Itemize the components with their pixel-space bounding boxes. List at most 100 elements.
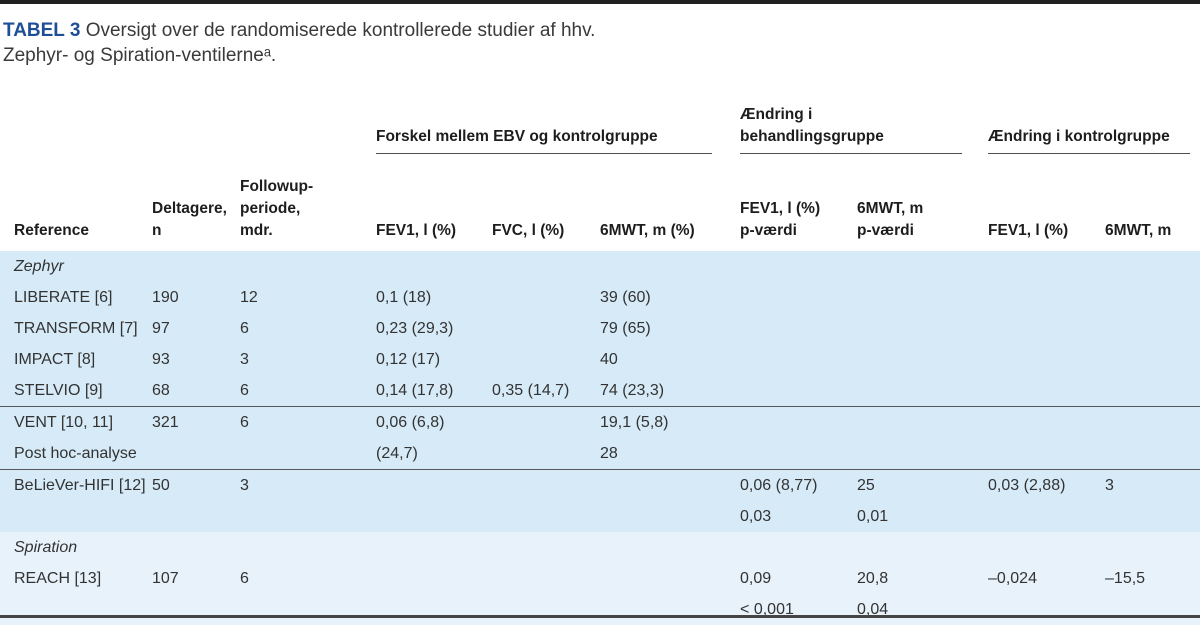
col-followup: Followup- periode, mdr. [240, 178, 314, 239]
table-number-label: TABEL 3 [3, 20, 81, 41]
table-cell [857, 282, 988, 313]
table-row: 0,03 0,01 [0, 501, 1200, 532]
top-rule [0, 0, 1200, 4]
table-cell: 79 (65) [600, 319, 651, 337]
table-cell: LIBERATE [6] [14, 288, 113, 306]
table-cell: 19,1 (5,8) [600, 413, 669, 431]
table-cell: 321 [152, 413, 179, 431]
section-row: Zephyr [0, 251, 1200, 282]
table-cell [492, 438, 600, 470]
table-row: LIBERATE [6] 190 12 0,1 (18) 39 (60) [0, 282, 1200, 313]
table-cell [988, 344, 1105, 375]
col-reference: Reference [14, 222, 89, 239]
group-header-row: Forskel mellem EBV og kontrolgruppe Ændr… [0, 82, 1200, 176]
table-cell: 0,06 (8,77) [740, 476, 818, 494]
table-body: Zephyr LIBERATE [6] 190 12 0,1 (18) 39 (60) TR… [0, 251, 1200, 625]
table-cell [988, 375, 1106, 407]
table-row: Post hoc-analyse (24,7) 28 [0, 438, 1200, 470]
table-row: BeLieVer-HIFI [12] 50 3 0,06 (8,77) 25 0,03 (… [0, 469, 1200, 502]
table-cell [492, 594, 600, 625]
table-cell [492, 344, 600, 375]
table-cell: 0,03 (2,88) [988, 476, 1066, 494]
table-row: TRANSFORM [7] 97 6 0,23 (29,3) 79 (65) [0, 313, 1200, 344]
table-cell [492, 501, 600, 532]
table-cell: 28 [600, 438, 741, 470]
table-cell: 0,14 (17,8) [376, 375, 492, 407]
table-cell [740, 407, 857, 439]
table-cell: 0,12 (17) [376, 350, 441, 368]
col-fev1-behandl: FEV1, l (%) p-værdi [740, 200, 821, 239]
table-cell [0, 594, 152, 625]
table-cell [857, 407, 988, 439]
table-cell [740, 282, 857, 313]
table-cell [988, 313, 1105, 344]
table-cell: 3 [240, 350, 249, 368]
col-6mwt-forskel: 6MWT, m (%) [600, 222, 695, 239]
col-fvc-forskel: FVC, l (%) [492, 222, 565, 239]
table-row: < 0,001 0,04 [0, 594, 1200, 625]
table-cell [152, 501, 240, 532]
table-cell [1105, 594, 1200, 625]
table-cell [0, 501, 152, 532]
table-cell [1105, 438, 1200, 470]
table-cell [600, 594, 740, 625]
group-header-spacer [0, 82, 376, 176]
table-cell [1105, 282, 1200, 313]
table-cell [152, 594, 240, 625]
table-cell [376, 563, 492, 594]
table-cell: 0,03 [740, 507, 772, 525]
table-cell [1105, 344, 1200, 375]
table-cell [492, 470, 600, 502]
table-cell [1105, 375, 1200, 407]
table-cell: 93 [152, 350, 170, 368]
table-cell [988, 438, 1106, 470]
table-cell [988, 407, 1105, 439]
table-cell [740, 438, 858, 470]
table-cell: 40 [600, 350, 618, 368]
table-cell: 0,04 [857, 600, 889, 618]
table-cell: –15,5 [1105, 569, 1146, 587]
section-label: Spiration [14, 538, 78, 556]
table-cell: IMPACT [8] [14, 350, 96, 368]
col-deltagere: Deltagere, n [152, 200, 227, 239]
col-6mwt-behandl: 6MWT, m p-værdi [857, 200, 924, 239]
table-cell: TRANSFORM [7] [14, 319, 138, 337]
table-cell: 3 [240, 476, 249, 494]
table-cell: 97 [152, 319, 170, 337]
table-cell [600, 563, 740, 594]
bottom-rule [0, 615, 1200, 618]
table-cell [1105, 501, 1200, 532]
table-cell [857, 344, 988, 375]
table-row: STELVIO [9] 68 6 0,14 (17,8) 0,35 (14,7) 74 (… [0, 375, 1200, 407]
col-fev1-forskel: FEV1, l (%) [376, 222, 457, 239]
table-cell [988, 501, 1105, 532]
table-cell [600, 470, 740, 502]
table-cell: 6 [240, 413, 249, 431]
table-cell: 50 [152, 476, 170, 494]
table-cell [240, 594, 376, 625]
group-header-forskel: Forskel mellem EBV og kontrolgruppe [376, 82, 740, 176]
column-header-row: Reference Deltagere, n Followup- periode… [0, 176, 1200, 251]
table-cell [376, 501, 492, 532]
table-cell: 39 (60) [600, 288, 651, 306]
table-cell [857, 313, 988, 344]
table-cell: 0,09 [740, 569, 772, 587]
table-cell [857, 375, 989, 407]
table-cell: 0,23 (29,3) [376, 319, 454, 337]
table-cell [740, 375, 858, 407]
table-cell [857, 438, 989, 470]
table-title-text: Oversigt over de randomiserede kontrolle… [3, 20, 596, 66]
table-cell [240, 501, 376, 532]
table-cell: STELVIO [9] [0, 375, 152, 407]
table-cell: 0,06 (6,8) [376, 413, 445, 431]
table-cell: 68 [152, 375, 240, 407]
table-cell: 6 [240, 569, 249, 587]
table-cell [492, 313, 600, 344]
table-cell [152, 438, 240, 470]
table-cell [240, 438, 376, 470]
col-fev1-kontrol: FEV1, l (%) [988, 222, 1069, 239]
table-cell [988, 282, 1105, 313]
group-header-kontrolgruppe: Ændring i kontrolgruppe [988, 82, 1200, 176]
table-cell: Post hoc-analyse [0, 438, 152, 470]
